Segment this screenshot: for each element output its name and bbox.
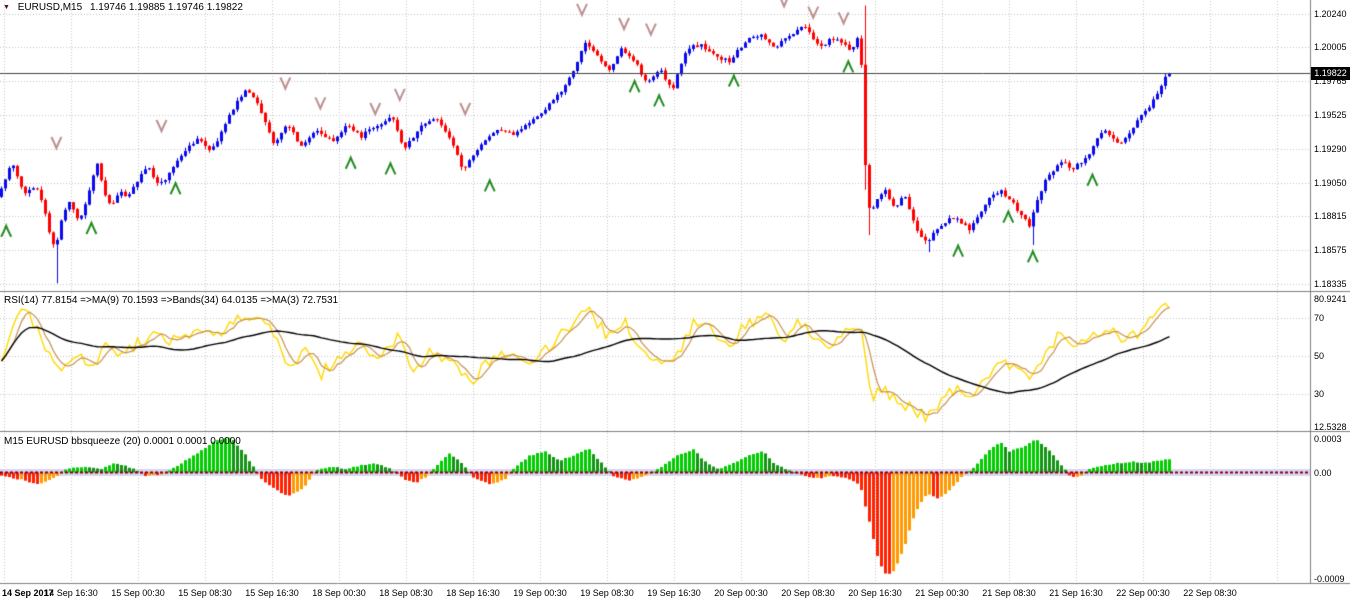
chart-canvas[interactable] <box>0 0 1350 608</box>
chart-window: ▼ EURUSD,M15 1.19746 1.19885 1.19746 1.1… <box>0 0 1350 608</box>
